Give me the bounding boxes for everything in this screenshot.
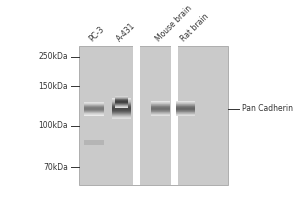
FancyBboxPatch shape — [79, 46, 228, 185]
FancyBboxPatch shape — [112, 100, 131, 101]
FancyBboxPatch shape — [176, 104, 195, 105]
FancyBboxPatch shape — [84, 114, 104, 115]
FancyBboxPatch shape — [112, 103, 131, 104]
FancyBboxPatch shape — [115, 105, 128, 106]
FancyBboxPatch shape — [151, 111, 170, 112]
FancyBboxPatch shape — [151, 105, 170, 106]
FancyBboxPatch shape — [176, 112, 195, 113]
FancyBboxPatch shape — [112, 105, 131, 106]
FancyBboxPatch shape — [84, 140, 104, 145]
FancyBboxPatch shape — [115, 103, 128, 104]
Text: 70kDa: 70kDa — [43, 163, 68, 172]
FancyBboxPatch shape — [84, 103, 104, 104]
Text: Rat brain: Rat brain — [179, 12, 210, 43]
FancyBboxPatch shape — [176, 106, 195, 107]
FancyBboxPatch shape — [115, 102, 128, 103]
FancyBboxPatch shape — [176, 111, 195, 112]
FancyBboxPatch shape — [112, 98, 131, 99]
FancyBboxPatch shape — [112, 109, 131, 110]
FancyBboxPatch shape — [84, 115, 104, 116]
FancyBboxPatch shape — [84, 102, 104, 103]
FancyBboxPatch shape — [84, 109, 104, 110]
FancyBboxPatch shape — [151, 101, 170, 102]
FancyBboxPatch shape — [176, 102, 195, 103]
FancyBboxPatch shape — [176, 107, 195, 108]
FancyBboxPatch shape — [176, 105, 195, 106]
FancyBboxPatch shape — [112, 115, 131, 116]
FancyBboxPatch shape — [115, 96, 128, 97]
FancyBboxPatch shape — [176, 115, 195, 116]
Text: A-431: A-431 — [115, 21, 137, 43]
FancyBboxPatch shape — [115, 107, 128, 108]
FancyBboxPatch shape — [151, 106, 170, 107]
FancyBboxPatch shape — [176, 110, 195, 111]
FancyBboxPatch shape — [112, 104, 131, 105]
FancyBboxPatch shape — [84, 108, 104, 109]
FancyBboxPatch shape — [112, 101, 131, 102]
FancyBboxPatch shape — [151, 112, 170, 113]
Text: 100kDa: 100kDa — [38, 121, 68, 130]
FancyBboxPatch shape — [115, 100, 128, 101]
FancyBboxPatch shape — [112, 110, 131, 111]
FancyBboxPatch shape — [112, 114, 131, 115]
FancyBboxPatch shape — [84, 113, 104, 114]
FancyBboxPatch shape — [134, 46, 140, 185]
FancyBboxPatch shape — [176, 103, 195, 104]
FancyBboxPatch shape — [115, 98, 128, 99]
FancyBboxPatch shape — [112, 117, 131, 118]
FancyBboxPatch shape — [84, 107, 104, 108]
Text: 150kDa: 150kDa — [38, 82, 68, 91]
FancyBboxPatch shape — [115, 97, 128, 98]
FancyBboxPatch shape — [112, 106, 131, 107]
FancyBboxPatch shape — [151, 107, 170, 108]
FancyBboxPatch shape — [115, 106, 128, 107]
FancyBboxPatch shape — [151, 104, 170, 105]
FancyBboxPatch shape — [176, 113, 195, 114]
FancyBboxPatch shape — [112, 118, 131, 119]
FancyBboxPatch shape — [151, 108, 170, 109]
FancyBboxPatch shape — [84, 112, 104, 113]
FancyBboxPatch shape — [151, 102, 170, 103]
FancyBboxPatch shape — [84, 104, 104, 105]
FancyBboxPatch shape — [112, 116, 131, 117]
FancyBboxPatch shape — [176, 114, 195, 115]
FancyBboxPatch shape — [151, 113, 170, 114]
FancyBboxPatch shape — [112, 111, 131, 112]
FancyBboxPatch shape — [115, 99, 128, 100]
FancyBboxPatch shape — [176, 101, 195, 102]
FancyBboxPatch shape — [151, 110, 170, 111]
FancyBboxPatch shape — [115, 101, 128, 102]
FancyBboxPatch shape — [84, 111, 104, 112]
Text: 250kDa: 250kDa — [38, 52, 68, 61]
FancyBboxPatch shape — [151, 103, 170, 104]
FancyBboxPatch shape — [84, 110, 104, 111]
FancyBboxPatch shape — [112, 108, 131, 109]
FancyBboxPatch shape — [112, 99, 131, 100]
Text: Mouse brain: Mouse brain — [154, 3, 194, 43]
FancyBboxPatch shape — [84, 105, 104, 106]
Text: Pan Cadherin: Pan Cadherin — [242, 104, 293, 113]
FancyBboxPatch shape — [115, 104, 128, 105]
FancyBboxPatch shape — [176, 108, 195, 109]
FancyBboxPatch shape — [112, 107, 131, 108]
FancyBboxPatch shape — [112, 102, 131, 103]
FancyBboxPatch shape — [151, 115, 170, 116]
FancyBboxPatch shape — [151, 114, 170, 115]
Text: PC-3: PC-3 — [88, 24, 106, 43]
FancyBboxPatch shape — [112, 112, 131, 113]
FancyBboxPatch shape — [176, 109, 195, 110]
FancyBboxPatch shape — [112, 113, 131, 114]
FancyBboxPatch shape — [171, 46, 178, 185]
FancyBboxPatch shape — [84, 106, 104, 107]
FancyBboxPatch shape — [151, 109, 170, 110]
